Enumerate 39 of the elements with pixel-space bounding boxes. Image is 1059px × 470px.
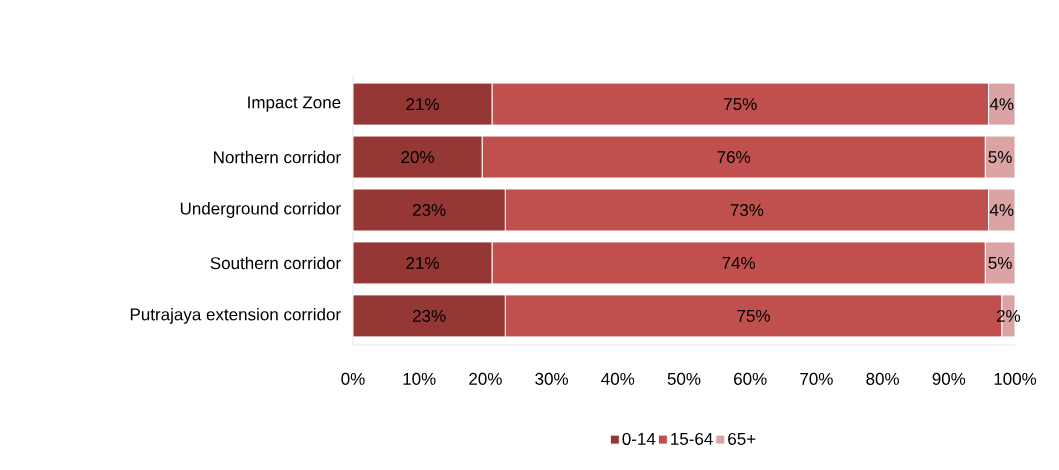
x-tick-label: 80% <box>866 372 899 385</box>
y-tick-label: Northern corridor <box>214 150 341 164</box>
data-label: 21% <box>406 98 439 111</box>
data-label: 74% <box>722 256 756 269</box>
x-tick-label: 100% <box>994 372 1037 385</box>
x-tick-label: 10% <box>403 372 436 385</box>
x-tick-label: 40% <box>601 372 635 385</box>
bar <box>353 294 506 338</box>
bar <box>353 135 483 179</box>
data-label: 5% <box>988 256 1012 269</box>
y-tick-label: Impact Zone <box>248 96 341 112</box>
data-label: 76% <box>717 151 751 164</box>
data-label: 73% <box>730 203 764 217</box>
x-tick-label: 70% <box>800 372 833 385</box>
data-label: 20% <box>401 151 434 164</box>
x-tick-label: 0% <box>341 372 365 385</box>
y-tick-label: Underground corridor <box>180 202 341 218</box>
data-label: 4% <box>989 98 1014 111</box>
data-label: 5% <box>988 151 1012 164</box>
data-label: 2% <box>996 309 1021 322</box>
data-label: 23% <box>412 309 446 322</box>
x-tick-label: 60% <box>734 372 767 385</box>
x-tick-label: 30% <box>535 372 568 385</box>
legend-label: 0-14 <box>622 432 656 445</box>
data-label: 23% <box>412 203 446 217</box>
data-label: 21% <box>406 256 439 269</box>
bar <box>353 82 493 126</box>
data-label: 75% <box>737 309 770 322</box>
x-tick-label: 50% <box>667 372 701 385</box>
x-tick-label: 90% <box>932 372 966 385</box>
data-label: 75% <box>724 98 757 111</box>
legend-label: 15-64 <box>671 432 713 445</box>
x-tick-label: 20% <box>469 372 502 385</box>
bar <box>353 241 493 285</box>
y-tick-label: Putrajaya extension corridor <box>130 307 341 324</box>
data-label: 4% <box>989 204 1014 216</box>
bar <box>353 188 506 232</box>
y-tick-label: Southern corridor <box>210 256 341 270</box>
legend-label: 65+ <box>728 432 756 445</box>
